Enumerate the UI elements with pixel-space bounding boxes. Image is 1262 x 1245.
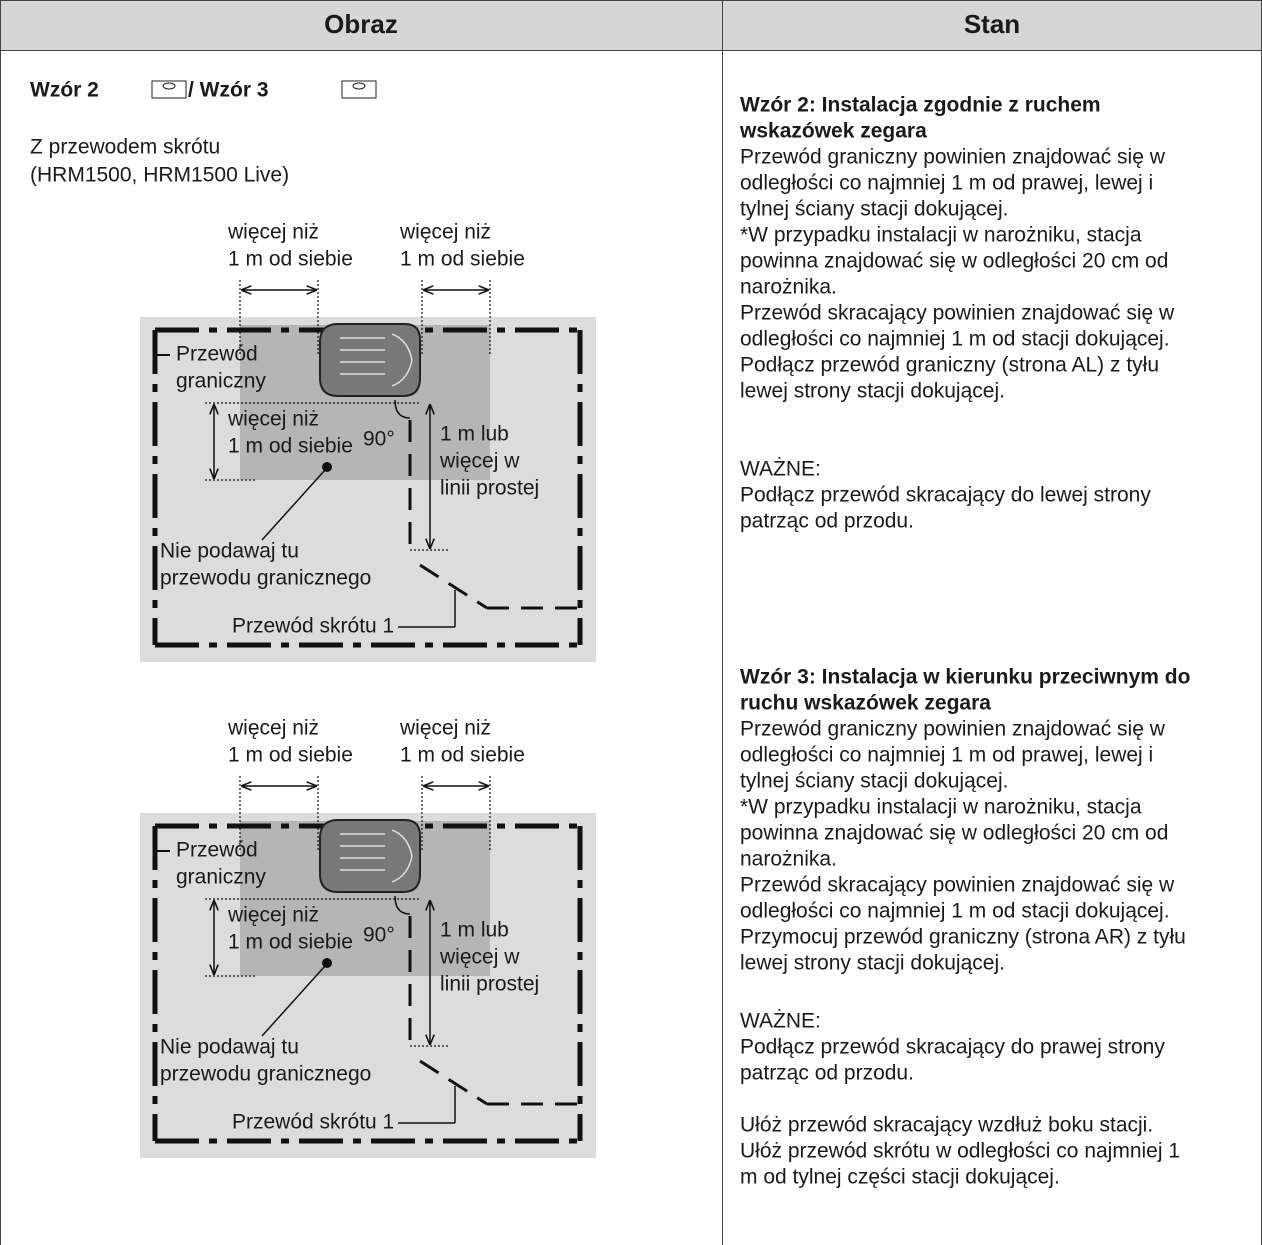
section-text: Przymocuj przewód graniczny (strona AR) …: [740, 926, 1186, 949]
diagram-label: więcej w: [439, 450, 520, 473]
diagram-label: linii prostej: [440, 973, 539, 996]
diagram-label: Przewód skrótu 1: [232, 615, 394, 638]
diagram-label: Przewód skrótu 1: [232, 1111, 394, 1134]
section-text: patrząc od przodu.: [740, 1062, 914, 1085]
diagram-label: 1 m od siebie: [228, 744, 353, 767]
mower-detail: [340, 829, 413, 883]
diagram-label: więcej niż: [227, 717, 319, 740]
line: [419, 563, 488, 610]
diagram-label: przewodu granicznego: [160, 567, 371, 590]
angle-arc: [394, 399, 411, 419]
line: [261, 965, 326, 1037]
diagram: więcej niż 1 m od siebie więcej niż 1 m od …: [140, 717, 596, 1158]
diagram-label: 1 m lub: [440, 423, 509, 446]
section-text: odległości co najmniej 1 m od prawej, le…: [740, 172, 1153, 195]
pattern-icon: [341, 80, 377, 99]
diagram-label: więcej w: [439, 946, 520, 969]
diagram-label: 1 m lub: [440, 919, 509, 942]
diagram-label: 90°: [363, 428, 395, 451]
mower-detail: [340, 333, 413, 387]
section-text: lewej strony stacji dokującej.: [740, 952, 1005, 975]
section-text: Przewód skracający powinien znajdować si…: [740, 302, 1175, 325]
diagram-label: Przewód: [176, 343, 258, 366]
marker-dot: [322, 462, 332, 472]
angle-arc: [394, 895, 411, 915]
section-text: narożnika.: [740, 848, 837, 871]
diagram: więcej niż 1 m od siebie więcej niż 1 m od …: [140, 221, 596, 662]
section-text: Przewód graniczny powinien znajdować się…: [740, 146, 1166, 169]
section-text: narożnika.: [740, 276, 837, 299]
section-heading: Wzór 3: Instalacja w kierunku przeciwnym…: [740, 666, 1190, 689]
header-cell: Obraz: [324, 9, 398, 39]
diagram-label: 1 m od siebie: [228, 435, 353, 458]
header-row: [0, 0, 1262, 51]
section-text: Podłącz przewód skracający do lewej stro…: [740, 484, 1151, 507]
section-text: Ułóż przewód skracający wzdłuż boku stac…: [740, 1114, 1153, 1137]
section-text: Przewód graniczny powinien znajdować się…: [740, 718, 1166, 741]
section-text: patrząc od przodu.: [740, 510, 914, 533]
mower: [319, 323, 421, 397]
diagram-label: więcej niż: [227, 904, 319, 927]
mower: [319, 819, 421, 893]
marker-dot: [322, 958, 332, 968]
diagram-label: więcej niż: [399, 221, 491, 244]
section-text: lewej strony stacji dokującej.: [740, 380, 1005, 403]
section-text: powinna znajdować się w odległości 20 cm…: [740, 250, 1168, 273]
subtitle: (HRM1500, HRM1500 Live): [30, 164, 289, 187]
section-text: tylnej ściany stacji dokującej.: [740, 198, 1008, 221]
section-text: WAŻNE:: [740, 458, 821, 481]
header-cell: Stan: [964, 9, 1020, 39]
section-text: *W przypadku instalacji w narożniku, sta…: [740, 796, 1142, 819]
pattern-label: / Wzór 3: [188, 79, 269, 102]
diagram-label: więcej niż: [399, 717, 491, 740]
section-text: tylnej ściany stacji dokującej.: [740, 770, 1008, 793]
subtitle: Z przewodem skrótu: [30, 136, 220, 159]
section-text: WAŻNE:: [740, 1010, 821, 1033]
diagram-label: 1 m od siebie: [400, 248, 525, 271]
diagram-label: Przewód: [176, 839, 258, 862]
diagram-label: graniczny: [176, 866, 266, 889]
section-text: Podłącz przewód skracający do prawej str…: [740, 1036, 1165, 1059]
diagram-label: przewodu granicznego: [160, 1063, 371, 1086]
diagram-label: 1 m od siebie: [228, 248, 353, 271]
diagram-label: 1 m od siebie: [400, 744, 525, 767]
section-text: odległości co najmniej 1 m od stacji dok…: [740, 328, 1170, 351]
diagram-label: 1 m od siebie: [228, 931, 353, 954]
diagram-label: Nie podawaj tu: [160, 1036, 299, 1059]
section-text: Ułóż przewód skrótu w odległości co najm…: [740, 1140, 1180, 1163]
pattern-label: Wzór 2: [30, 79, 99, 102]
diagram-label: linii prostej: [440, 477, 539, 500]
section-heading: ruchu wskazówek zegara: [740, 692, 991, 715]
section-heading: wskazówek zegara: [739, 120, 927, 143]
section-heading: Wzór 2: Instalacja zgodnie z ruchem: [740, 94, 1101, 117]
section-text: odległości co najmniej 1 m od prawej, le…: [740, 744, 1153, 767]
section-text: m od tylnej części stacji dokującej.: [740, 1166, 1060, 1189]
line: [261, 469, 326, 541]
diagram-label: graniczny: [176, 370, 266, 393]
line: [419, 1059, 488, 1106]
section-text: odległości co najmniej 1 m od stacji dok…: [740, 900, 1170, 923]
diagram-label: więcej niż: [227, 221, 319, 244]
section-text: Podłącz przewód graniczny (strona AL) z …: [740, 354, 1159, 377]
diagram-label: Nie podawaj tu: [160, 540, 299, 563]
section-text: *W przypadku instalacji w narożniku, sta…: [740, 224, 1142, 247]
diagram-label: 90°: [363, 924, 395, 947]
section-text: powinna znajdować się w odległości 20 cm…: [740, 822, 1168, 845]
diagram-label: więcej niż: [227, 408, 319, 431]
section-text: Przewód skracający powinien znajdować si…: [740, 874, 1175, 897]
pattern-icon: [151, 80, 187, 99]
